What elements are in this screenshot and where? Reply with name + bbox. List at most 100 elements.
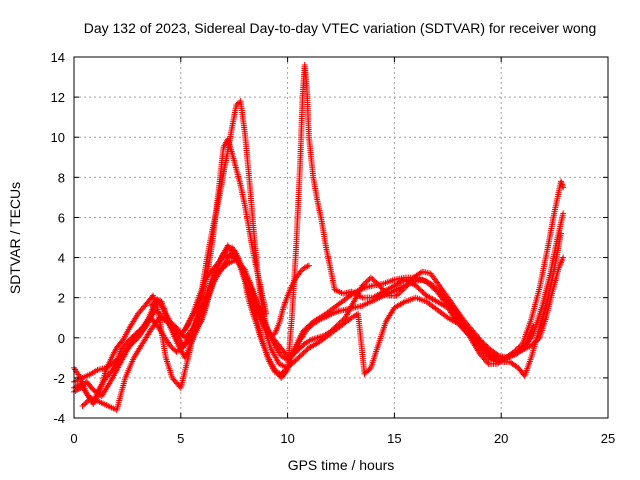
chart-title: Day 132 of 2023, Sidereal Day-to-day VTE… bbox=[84, 20, 597, 36]
data-point bbox=[230, 249, 237, 256]
x-tick-label: 10 bbox=[280, 431, 294, 446]
data-point bbox=[301, 348, 308, 355]
data-point bbox=[172, 329, 179, 336]
data-point bbox=[560, 254, 567, 261]
data-point bbox=[430, 283, 437, 290]
y-tick-label: 8 bbox=[58, 170, 65, 185]
data-point bbox=[333, 322, 340, 329]
data-point bbox=[292, 357, 299, 364]
data-point bbox=[486, 351, 493, 358]
data-point bbox=[360, 281, 367, 288]
data-points bbox=[71, 62, 567, 413]
gridlines bbox=[74, 57, 608, 418]
data-point bbox=[289, 350, 296, 357]
data-point bbox=[295, 354, 302, 361]
y-axis-title: SDTVAR / TECUs bbox=[7, 182, 23, 294]
data-point bbox=[363, 278, 370, 285]
x-axis-title: GPS time / hours bbox=[288, 457, 395, 473]
data-point bbox=[303, 263, 310, 270]
y-tick-label: 12 bbox=[51, 90, 65, 105]
data-point bbox=[304, 263, 311, 270]
data-point bbox=[478, 344, 485, 351]
series-trace-7 bbox=[182, 136, 270, 333]
data-point bbox=[339, 317, 346, 324]
data-point bbox=[82, 400, 89, 407]
data-point bbox=[369, 275, 376, 282]
data-point bbox=[393, 292, 400, 299]
data-point bbox=[152, 306, 159, 313]
data-point bbox=[283, 368, 290, 375]
data-point bbox=[480, 346, 487, 353]
data-point bbox=[484, 359, 491, 366]
series-trace-6 bbox=[71, 210, 567, 399]
data-point bbox=[481, 347, 488, 354]
data-point bbox=[366, 366, 373, 373]
data-point bbox=[481, 341, 488, 348]
data-point bbox=[367, 274, 374, 281]
data-point bbox=[338, 318, 344, 325]
data-point bbox=[483, 348, 490, 355]
data-point bbox=[298, 267, 305, 274]
data-point bbox=[372, 278, 379, 285]
data-point bbox=[297, 268, 304, 275]
y-tick-label: 6 bbox=[58, 210, 65, 225]
data-point bbox=[284, 364, 291, 371]
y-axis-ticks: -4 -2 0 2 4 6 8 10 12 14 bbox=[51, 50, 608, 426]
x-tick-label: 15 bbox=[387, 431, 401, 446]
y-tick-label: 0 bbox=[58, 331, 65, 346]
data-point bbox=[293, 356, 300, 363]
data-point bbox=[303, 347, 310, 354]
data-point bbox=[362, 279, 369, 286]
data-point bbox=[427, 280, 434, 287]
data-point bbox=[336, 320, 343, 327]
data-point bbox=[80, 401, 87, 408]
data-point bbox=[484, 344, 491, 351]
data-point bbox=[429, 281, 436, 288]
data-point bbox=[365, 277, 372, 284]
data-point bbox=[420, 290, 427, 297]
data-point bbox=[263, 310, 270, 317]
y-tick-label: 10 bbox=[51, 130, 65, 145]
data-point bbox=[483, 342, 490, 349]
y-tick-label: -2 bbox=[53, 371, 65, 386]
data-point bbox=[119, 338, 126, 345]
y-tick-label: 2 bbox=[58, 291, 65, 306]
x-axis-ticks: 0 5 10 15 20 25 bbox=[70, 57, 615, 446]
y-tick-label: 14 bbox=[51, 50, 65, 65]
data-point bbox=[155, 309, 162, 316]
data-point bbox=[418, 287, 425, 294]
x-tick-label: 25 bbox=[601, 431, 615, 446]
plot-frame bbox=[73, 56, 609, 419]
data-point bbox=[332, 323, 339, 330]
data-point bbox=[396, 289, 403, 296]
x-tick-label: 5 bbox=[177, 431, 184, 446]
data-point bbox=[297, 352, 304, 359]
y-tick-label: 4 bbox=[58, 251, 65, 266]
data-point bbox=[416, 286, 423, 293]
series-trace-3 bbox=[71, 62, 567, 385]
data-point bbox=[375, 281, 382, 288]
x-tick-label: 0 bbox=[70, 431, 77, 446]
data-point bbox=[434, 287, 441, 294]
data-point bbox=[373, 279, 380, 286]
data-point bbox=[431, 284, 438, 291]
data-point bbox=[300, 349, 307, 356]
data-point bbox=[85, 397, 92, 404]
data-point bbox=[477, 343, 484, 350]
data-point bbox=[419, 288, 426, 295]
data-point bbox=[153, 321, 160, 328]
data-point bbox=[528, 342, 535, 349]
data-point bbox=[287, 362, 294, 369]
data-point bbox=[433, 285, 440, 292]
data-point bbox=[289, 359, 296, 366]
data-point bbox=[484, 350, 491, 357]
data-point bbox=[394, 291, 401, 298]
data-point bbox=[414, 283, 421, 290]
data-point bbox=[480, 340, 487, 347]
data-point bbox=[305, 262, 312, 269]
data-point bbox=[296, 353, 303, 360]
x-tick-label: 20 bbox=[494, 431, 508, 446]
data-point bbox=[359, 282, 366, 289]
data-point bbox=[335, 321, 342, 328]
